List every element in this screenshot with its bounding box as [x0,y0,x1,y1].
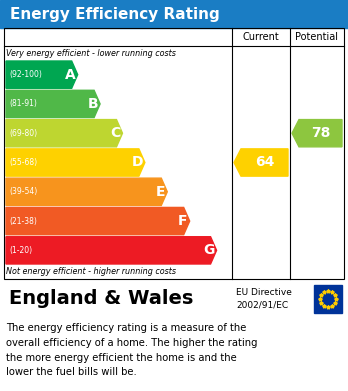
Polygon shape [6,61,78,88]
Polygon shape [6,237,216,264]
Text: E: E [156,185,165,199]
Text: 78: 78 [311,126,330,140]
Bar [314,285,342,313]
Polygon shape [6,120,122,147]
Text: G: G [203,243,215,257]
Text: Very energy efficient - lower running costs: Very energy efficient - lower running co… [6,48,176,57]
Text: (69-80): (69-80) [9,129,37,138]
Text: Not energy efficient - higher running costs: Not energy efficient - higher running co… [6,267,176,276]
Text: The energy efficiency rating is a measure of the
overall efficiency of a home. T: The energy efficiency rating is a measur… [6,323,258,377]
Text: (21-38): (21-38) [9,217,37,226]
Text: EU Directive
2002/91/EC: EU Directive 2002/91/EC [236,288,292,310]
Polygon shape [6,90,100,118]
Polygon shape [6,208,190,235]
Text: A: A [65,68,76,82]
Text: B: B [87,97,98,111]
Text: Current: Current [243,32,279,42]
Bar [4,279,344,319]
Polygon shape [6,178,167,205]
Text: (81-91): (81-91) [9,99,37,108]
Text: (39-54): (39-54) [9,187,37,196]
Text: (92-100): (92-100) [9,70,42,79]
Polygon shape [234,149,288,176]
Text: D: D [132,156,143,170]
Text: 64: 64 [255,156,274,170]
Bar [0,0,348,28]
Text: F: F [178,214,188,228]
Bar [4,28,344,279]
Polygon shape [292,120,342,147]
Text: England & Wales: England & Wales [9,289,193,308]
Polygon shape [6,149,145,176]
Text: Potential: Potential [295,32,339,42]
Text: (55-68): (55-68) [9,158,37,167]
Text: (1-20): (1-20) [9,246,32,255]
Text: Energy Efficiency Rating: Energy Efficiency Rating [10,7,220,22]
Text: C: C [110,126,120,140]
